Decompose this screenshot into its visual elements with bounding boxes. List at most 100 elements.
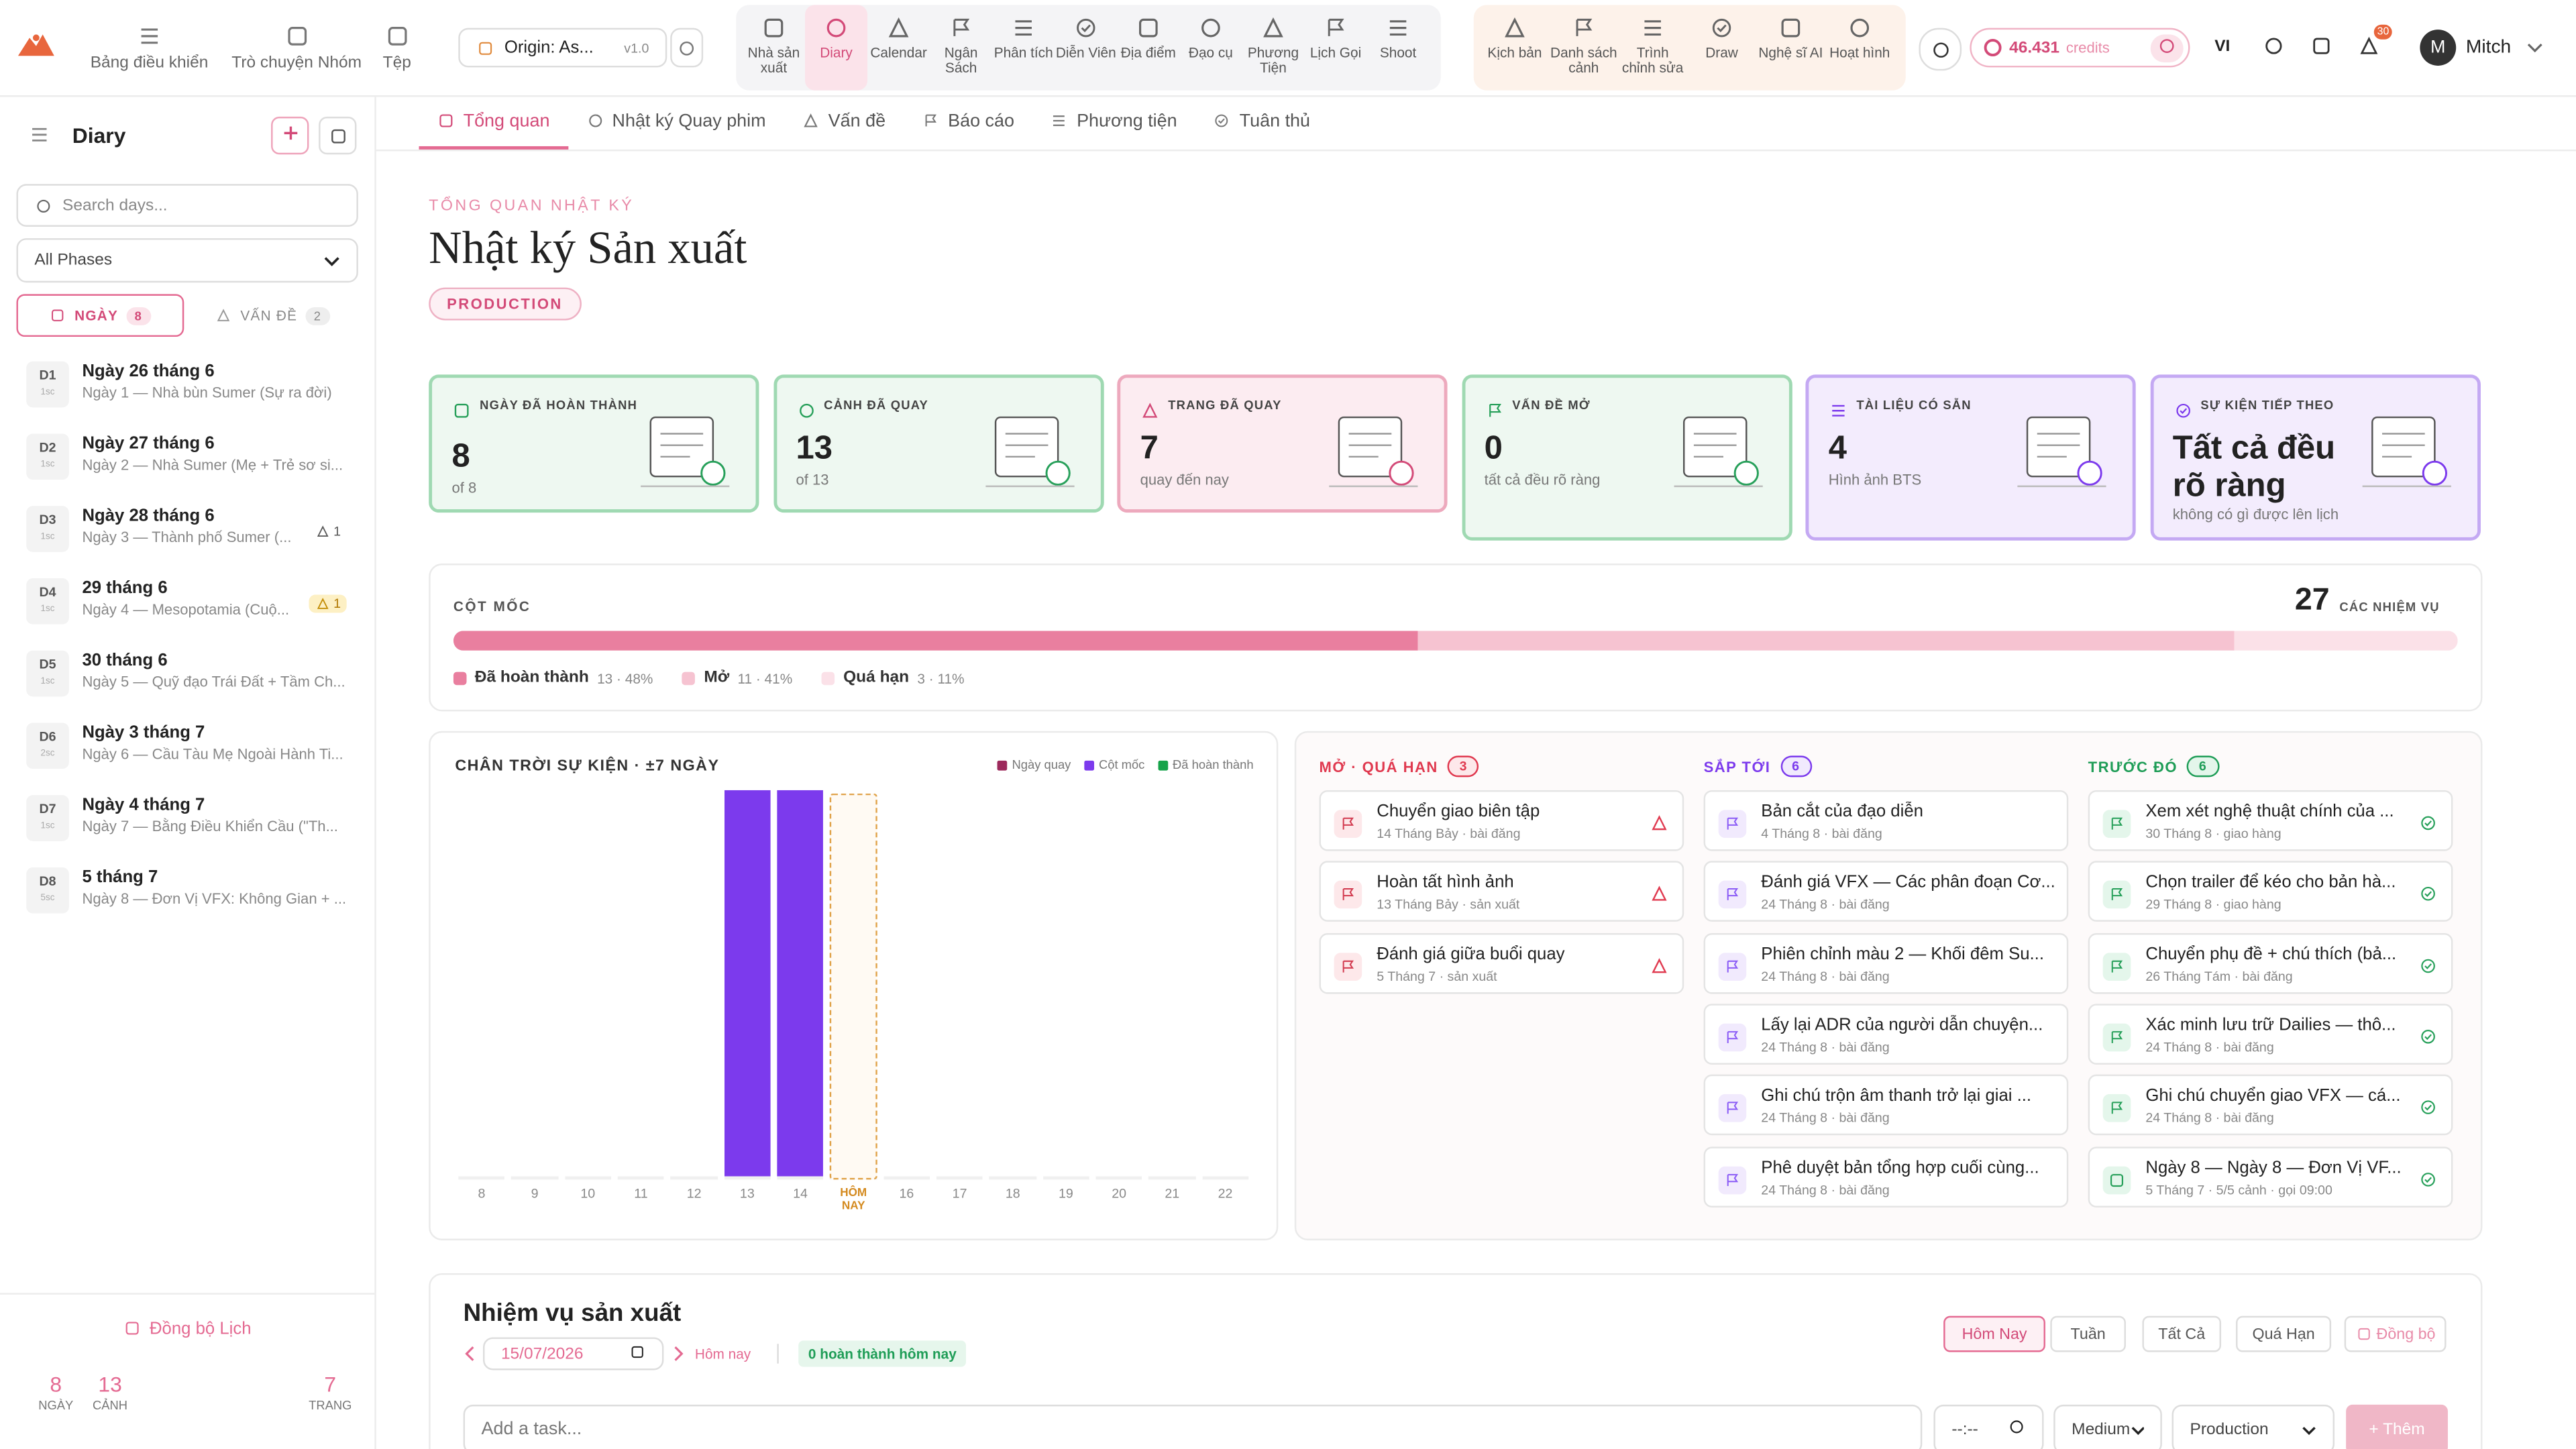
filter-button[interactable]: Tuần [2050,1316,2126,1352]
tool[interactable]: Đạo cụ [1179,5,1242,90]
task-item[interactable]: Hoàn tất hình ảnh 13 Tháng Bảy · sản xuất [1319,861,1684,922]
tool-label: Shoot [1379,44,1417,61]
x-tick-label: 16 [899,1186,914,1201]
priority-select[interactable]: Medium [2053,1404,2162,1449]
search-button[interactable] [1919,28,1962,71]
tool[interactable]: Diary [805,5,868,91]
task-item[interactable]: Lấy lại ADR của người dẫn chuyện... 24 Th… [1703,1004,2069,1065]
tab[interactable]: Phương tiện [1032,95,1195,150]
task-item[interactable]: Ghi chú trộn âm thanh trở lại giai ... 24… [1703,1075,2069,1136]
next-day[interactable] [672,1346,686,1362]
nav-item[interactable]: Trò chuyện Nhóm [231,23,362,72]
search-days[interactable]: Search days... [16,184,358,227]
nav-item[interactable]: Bảng điều khiển [91,23,208,72]
task-item[interactable]: Chọn trailer để kéo cho bản hà... 29 Thán… [2088,861,2453,922]
tool[interactable]: Shoot [1367,5,1430,90]
card-icon [451,399,471,429]
legend-name: Đã hoàn thành [474,668,589,687]
day-item[interactable]: D8 5sc 5 tháng 7 Ngày 8 — Đơn Vị VFX: Không… [23,864,352,930]
task-item[interactable]: Chuyển phụ đề + chú thích (bả... 26 Tháng… [2088,932,2453,994]
task-meta: 24 Tháng 8 · bài đăng [2145,1039,2274,1055]
add-task-button[interactable]: + Thêm [2346,1404,2448,1449]
tool[interactable]: Nghệ sĩ AI [1756,5,1825,90]
credits[interactable]: 46.431 credits [1970,28,2190,68]
settings-button[interactable] [670,28,704,68]
tool[interactable]: Nhà sản xuất [743,5,805,90]
top-icon[interactable] [2357,34,2380,66]
tool[interactable]: Draw [1687,5,1756,90]
day-item[interactable]: D3 1sc Ngày 28 tháng 6 Ngày 3 — Thành phố S… [23,502,352,568]
tab[interactable]: Nhật ký Quay phim [568,95,784,150]
day-item[interactable]: D1 1sc Ngày 26 tháng 6 Ngày 1 — Nhà bùn Sum… [23,358,352,424]
card-sub: Hình ảnh BTS [1828,471,1922,488]
language[interactable]: VI [2214,38,2231,56]
prev-day[interactable] [464,1346,477,1362]
tool[interactable]: Phương Tiện [1242,5,1304,90]
task-item[interactable]: Chuyển giao biên tập 14 Tháng Bảy · bài đ… [1319,790,1684,851]
export-button[interactable] [319,116,357,155]
sync-button[interactable]: Đồng bộ [2344,1316,2447,1352]
today-link[interactable]: Hôm nay [694,1345,751,1362]
tool[interactable]: Hoạt hình [1825,5,1894,90]
tool[interactable]: Phân tích [992,5,1055,90]
day-item[interactable]: D2 1sc Ngày 27 tháng 6 Ngày 2 — Nhà Sumer (… [23,431,352,496]
icon [1727,1030,1739,1043]
credits-unit: credits [2065,39,2110,56]
task-item[interactable]: Phê duyệt bản tổng hợp cuối cùng... 24 Th… [1703,1146,2069,1207]
day-title: 29 tháng 6 [82,578,168,598]
tool[interactable]: Lịch Gọi [1304,5,1366,90]
date-input[interactable]: 15/07/2026 [483,1337,664,1371]
tool-label: Calendar [870,44,927,61]
tab-days[interactable]: NGÀY 8 [16,294,184,337]
task-item[interactable]: Xem xét nghệ thuật chính của ... 30 Tháng… [2088,790,2453,851]
filter-button[interactable]: Tất Cả [2142,1316,2222,1352]
top-icon[interactable] [2310,34,2332,66]
project-select[interactable]: Origin: As... v1.0 [458,28,667,68]
sync-label: Đồng bộ Lịch [149,1319,252,1339]
phase-select[interactable]: All Phases [16,238,358,283]
task-item[interactable]: Xác minh lưu trữ Dailies — thô... 24 Thán… [2088,1004,2453,1065]
nav-item[interactable]: Tệp [383,23,411,72]
tab-issues[interactable]: VẤN ĐỀ 2 [197,294,348,337]
tab[interactable]: Tuân thủ [1195,95,1328,150]
column-header: MỞ · QUÁ HẠN 3 [1320,755,1480,777]
filter-button[interactable]: Quá Hạn [2236,1316,2332,1352]
tool[interactable]: Danh sách cảnh [1549,5,1618,90]
day-item[interactable]: D4 1sc 29 tháng 6 Ngày 4 — Mesopotamia (Cuộ… [23,575,352,641]
icon [2421,1100,2435,1115]
tab[interactable]: Vấn đề [784,95,904,150]
day-item[interactable]: D6 2sc Ngày 3 tháng 7 Ngày 6 — Cầu Tàu Mẹ N… [23,720,352,786]
day-item[interactable]: D7 1sc Ngày 4 tháng 7 Ngày 7 — Bằng Điều Kh… [23,792,352,857]
sync-label: Đồng bộ [2376,1325,2436,1344]
tool[interactable]: Diễn Viên [1055,5,1117,90]
add-day-button[interactable] [271,116,309,155]
day-item[interactable]: D5 1sc 30 tháng 6 Ngày 5 — Quỹ đạo Trái Đất… [23,647,352,713]
phase-select[interactable]: Production [2171,1404,2335,1449]
task-item[interactable]: Phiên chỉnh màu 2 — Khối đêm Su... 24 Thá… [1703,932,2069,994]
task-item[interactable]: Đánh giá giữa buổi quay 5 Tháng 7 · sản x… [1319,932,1684,994]
task-item[interactable]: Ghi chú chuyển giao VFX — cá... 24 Tháng … [2088,1075,2453,1136]
tool[interactable]: Kịch bản [1481,5,1550,90]
tab[interactable]: Tổng quan [419,95,568,150]
tab[interactable]: Báo cáo [904,95,1032,150]
icon [479,41,492,54]
top-icon[interactable] [2262,34,2285,66]
tool[interactable]: Calendar [867,5,930,90]
icon [1727,1102,1739,1114]
tool[interactable]: Địa điểm [1117,5,1179,90]
task-item[interactable]: Đánh giá VFX — Các phân đoạn Cơ... 24 Thá… [1703,861,2069,922]
card-illustration [1673,416,1762,488]
calendar-sync[interactable]: Đồng bộ Lịch [0,1320,374,1339]
avatar[interactable]: M [2420,30,2457,66]
tool[interactable]: Ngân Sách [930,5,992,90]
task-icon [1718,1094,1747,1123]
time-input[interactable]: --:-- [1933,1404,2044,1449]
icon [1342,888,1354,901]
task-input[interactable]: Add a task... [463,1404,1923,1449]
filter-button[interactable]: Hôm Nay [1943,1316,2045,1352]
task-item[interactable]: Bản cắt của đạo diễn 4 Tháng 8 · bài đăng [1703,790,2069,851]
task-icon [1718,952,1747,981]
tool[interactable]: Trình chỉnh sửa [1618,5,1687,90]
task-item[interactable]: Ngày 8 — Ngày 8 — Đơn Vị VF... 5 Tháng 7 … [2088,1146,2453,1207]
day-scenes: 1sc [40,821,55,832]
